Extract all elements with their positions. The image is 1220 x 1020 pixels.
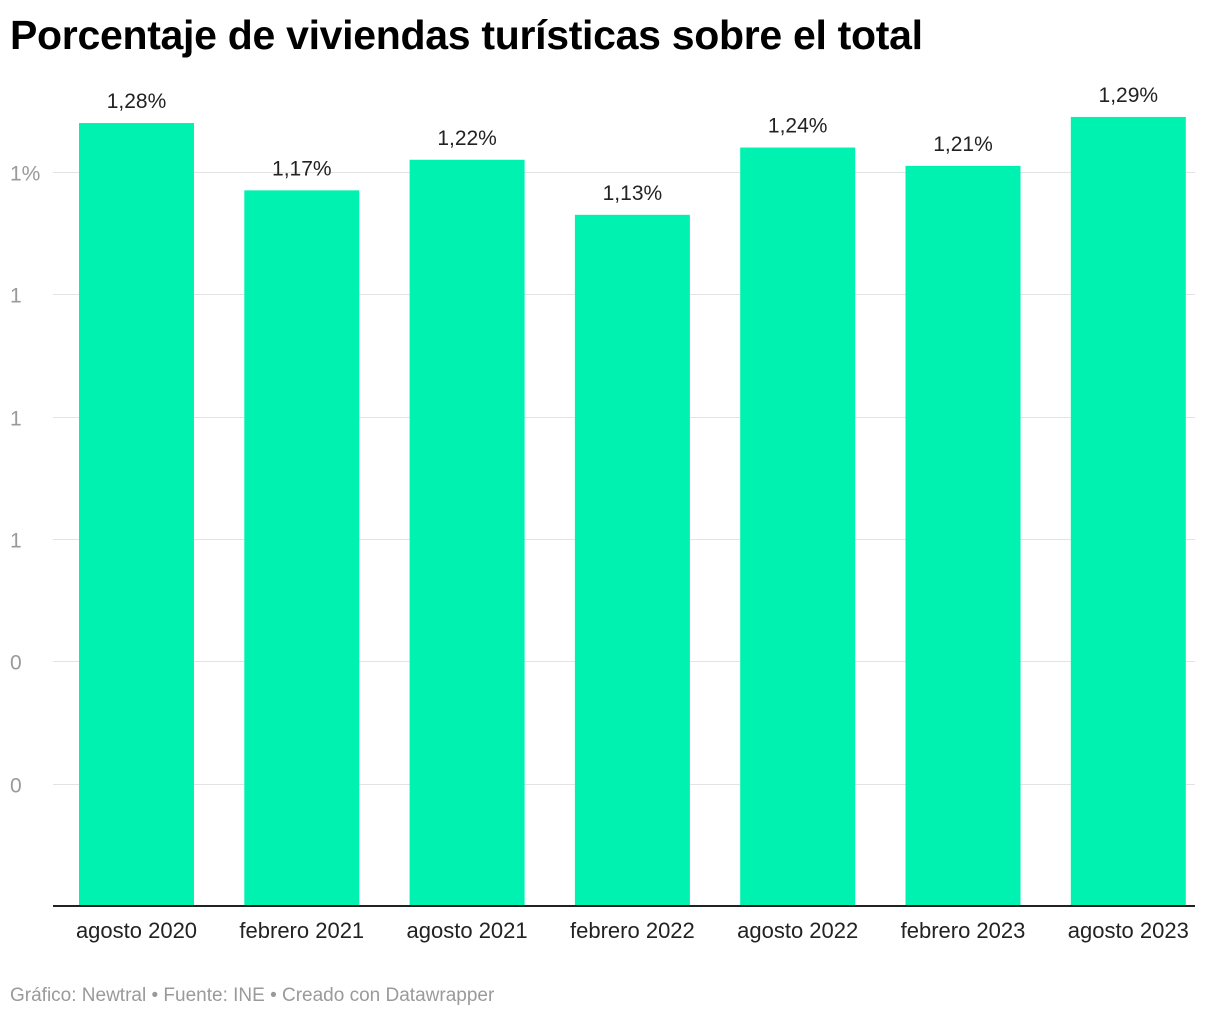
bar <box>244 190 360 907</box>
data-label: 1,13% <box>603 182 663 205</box>
chart-footer: Gráfico: Newtral • Fuente: INE • Creado … <box>10 985 495 1006</box>
x-tick-label: agosto 2023 <box>1068 918 1189 943</box>
bar <box>574 214 690 907</box>
bar <box>905 165 1021 907</box>
data-labels: 1,28% 1,17% 1,22% 1,13% 1,24% 1,21% 1,29% <box>107 84 1158 205</box>
x-tick-label: febrero 2022 <box>570 918 695 943</box>
y-axis-ticks: 0 0 1 1 1 1% <box>10 163 40 798</box>
x-tick-label: agosto 2022 <box>737 918 858 943</box>
data-label: 1,22% <box>437 127 497 150</box>
y-tick-label: 0 <box>10 775 22 798</box>
y-tick-label: 1 <box>10 530 22 553</box>
bars <box>79 116 1186 907</box>
x-tick-label: agosto 2021 <box>407 918 528 943</box>
data-label: 1,21% <box>933 133 993 156</box>
y-tick-label: 1 <box>10 408 22 431</box>
bar <box>740 147 856 907</box>
data-label: 1,28% <box>107 90 167 113</box>
data-label: 1,29% <box>1099 84 1159 107</box>
y-tick-label: 1% <box>10 163 40 186</box>
data-label: 1,24% <box>768 115 828 138</box>
data-label: 1,17% <box>272 157 332 180</box>
chart-title: Porcentaje de viviendas turísticas sobre… <box>10 12 923 58</box>
x-tick-label: febrero 2021 <box>239 918 364 943</box>
bar <box>79 123 194 907</box>
x-axis-ticks: agosto 2020 febrero 2021 agosto 2021 febrer… <box>76 918 1189 943</box>
y-tick-label: 1 <box>10 285 22 308</box>
y-tick-label: 0 <box>10 652 22 675</box>
x-tick-label: febrero 2023 <box>901 918 1026 943</box>
bar <box>1070 116 1186 906</box>
bar <box>409 159 525 906</box>
x-tick-label: agosto 2020 <box>76 918 197 943</box>
